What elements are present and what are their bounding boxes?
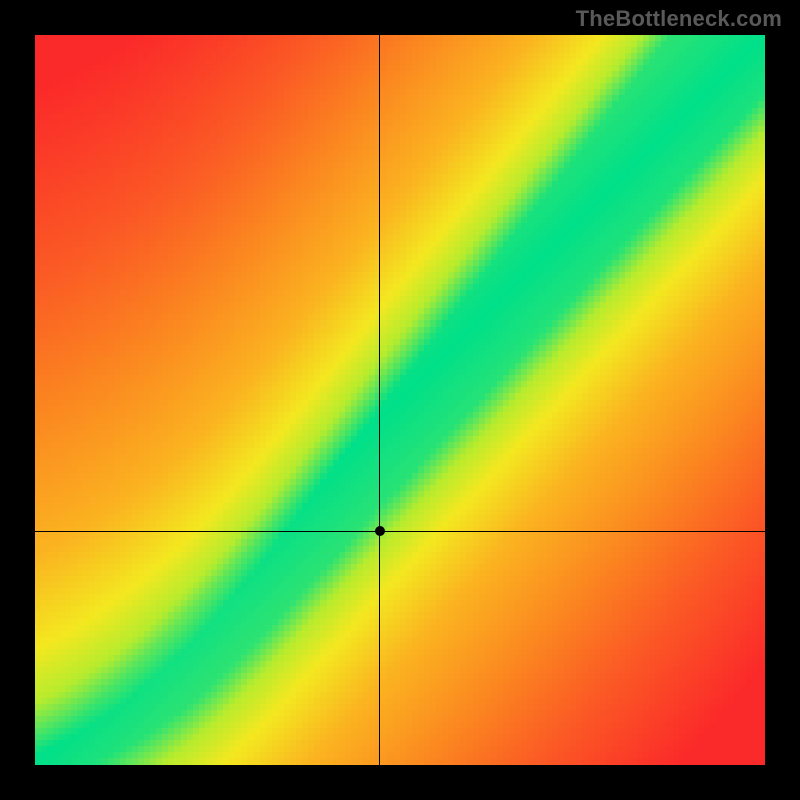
bottleneck-heatmap (35, 35, 765, 765)
chart-container: { "watermark": { "text": "TheBottleneck.… (0, 0, 800, 800)
watermark-text: TheBottleneck.com (576, 6, 782, 32)
plot-border-bottom (33, 765, 767, 767)
plot-border-right (765, 33, 767, 767)
